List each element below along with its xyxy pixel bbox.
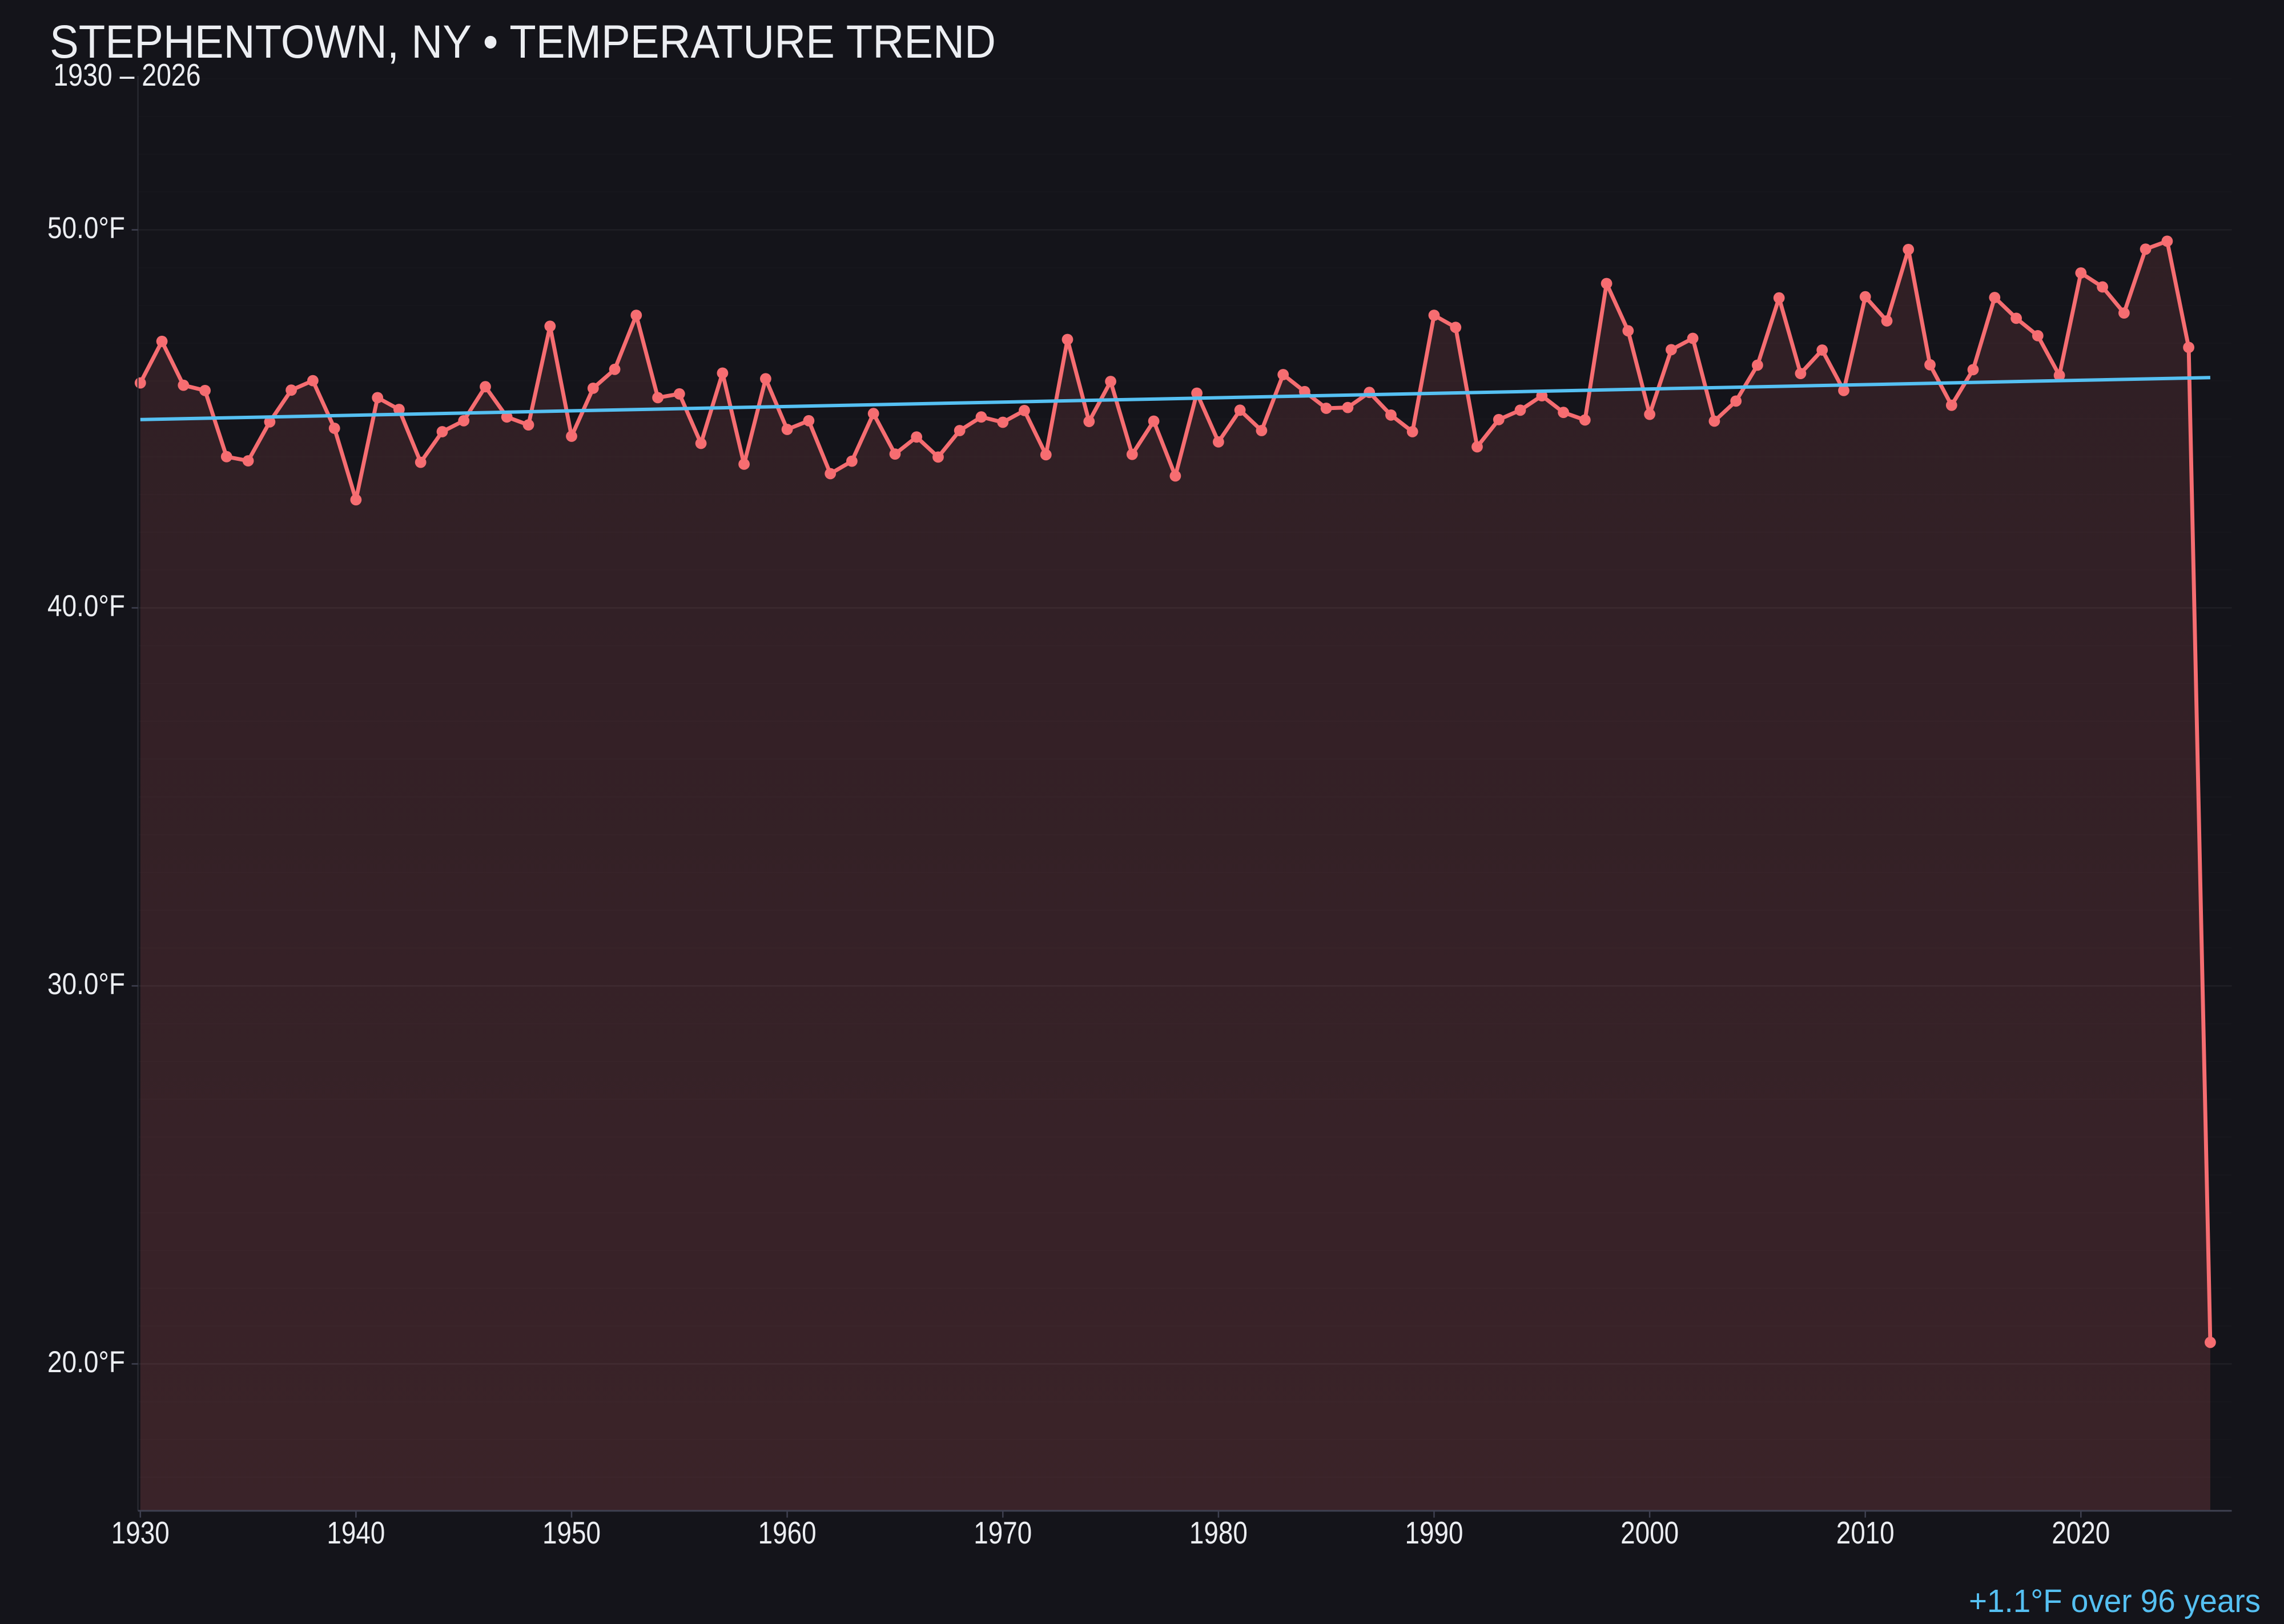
svg-text:+1.1°F over 96 years: +1.1°F over 96 years — [1969, 1583, 2261, 1619]
svg-text:2010: 2010 — [1836, 1515, 1895, 1550]
svg-text:1980: 1980 — [1189, 1515, 1248, 1550]
svg-text:1940: 1940 — [327, 1515, 385, 1550]
svg-text:STEPHENTOWN, NY • TEMPERATURE: STEPHENTOWN, NY • TEMPERATURE TREND — [50, 16, 996, 68]
svg-text:1970: 1970 — [974, 1515, 1032, 1550]
svg-text:1930: 1930 — [111, 1515, 170, 1550]
svg-text:1950: 1950 — [542, 1515, 601, 1550]
svg-text:30.0°F: 30.0°F — [47, 967, 125, 1001]
svg-text:2020: 2020 — [2052, 1515, 2110, 1550]
svg-text:1990: 1990 — [1405, 1515, 1463, 1550]
svg-text:20.0°F: 20.0°F — [47, 1345, 125, 1379]
svg-text:1930 – 2026: 1930 – 2026 — [54, 57, 201, 93]
svg-text:40.0°F: 40.0°F — [47, 589, 125, 623]
svg-text:2000: 2000 — [1620, 1515, 1679, 1550]
svg-text:1960: 1960 — [758, 1515, 817, 1550]
svg-text:50.0°F: 50.0°F — [47, 211, 125, 245]
